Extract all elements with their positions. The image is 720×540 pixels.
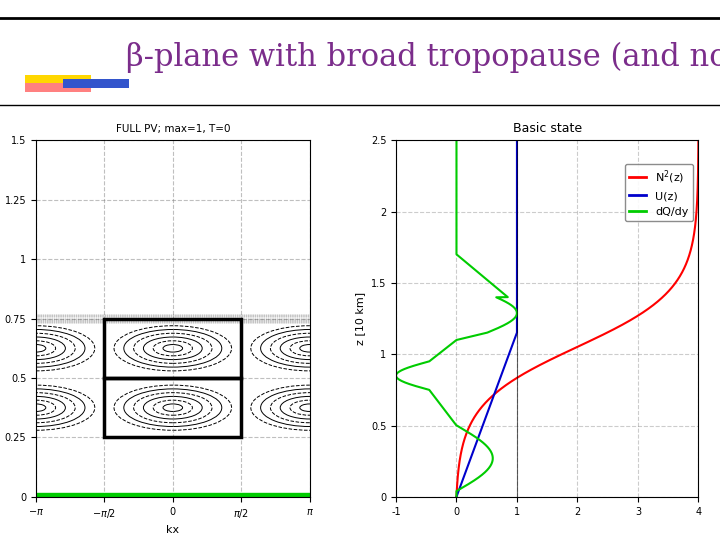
Bar	[25, 75, 91, 84]
Y-axis label: z [10 km]: z [10 km]	[355, 292, 365, 345]
Title: Basic state: Basic state	[513, 122, 582, 135]
Bar	[63, 79, 129, 88]
Legend: N$^2$(z), U(z), dQ/dy: N$^2$(z), U(z), dQ/dy	[625, 164, 693, 221]
Bar	[25, 83, 91, 92]
Bar	[104, 378, 241, 437]
Bar	[104, 319, 241, 378]
Title: FULL PV; max=1, T=0: FULL PV; max=1, T=0	[115, 124, 230, 134]
X-axis label: kx: kx	[166, 525, 179, 535]
Text: β-plane with broad tropopause (and no lid): β-plane with broad tropopause (and no li…	[126, 42, 720, 73]
Bar	[36, 492, 310, 497]
